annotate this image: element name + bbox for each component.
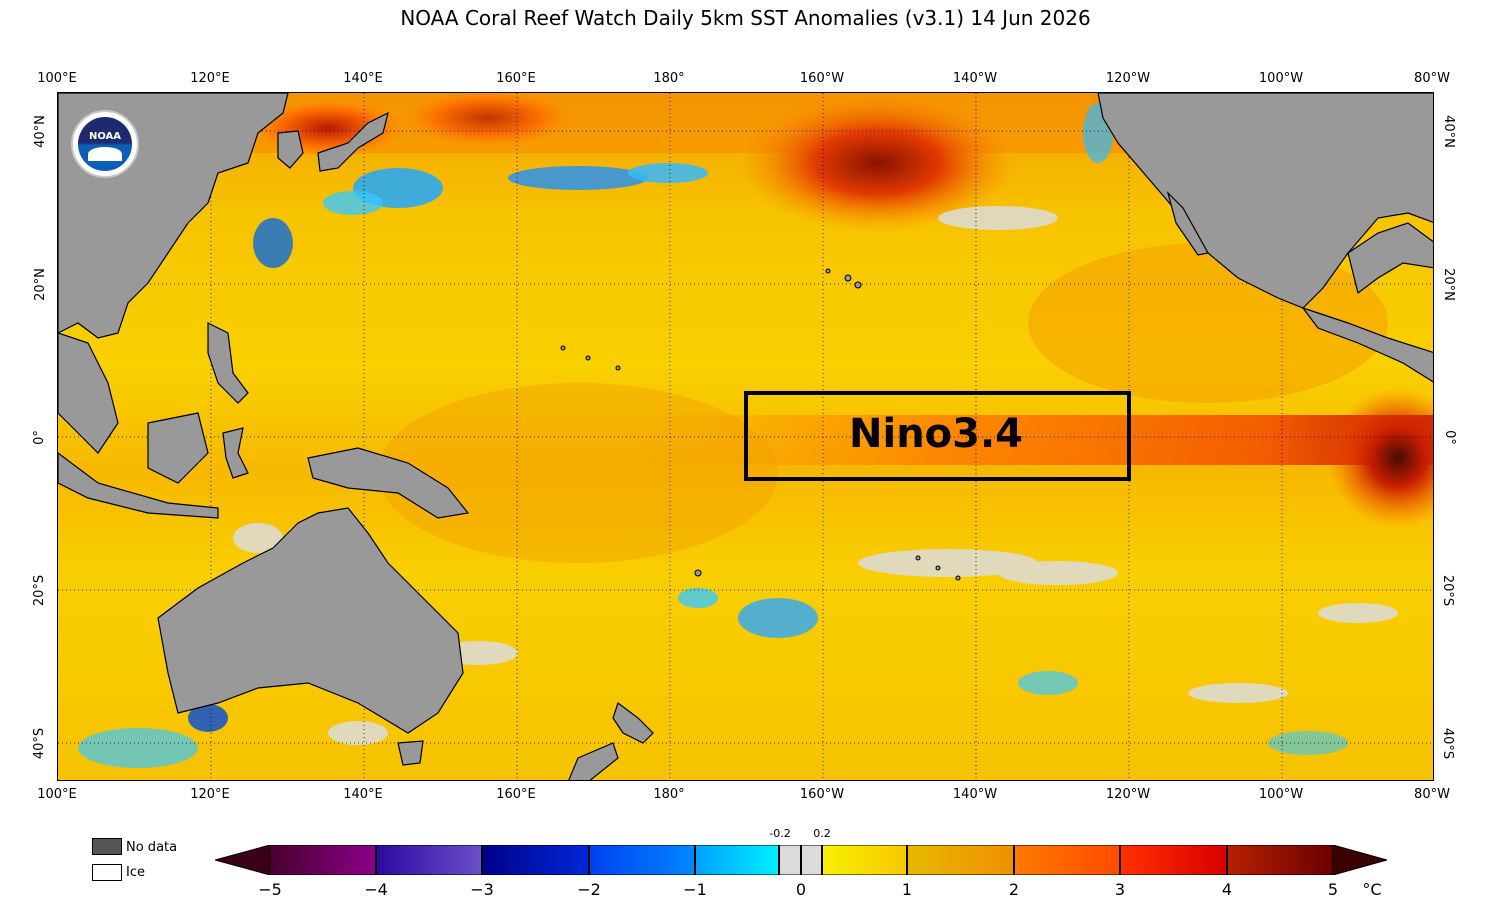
lon-label: 80°W — [1414, 71, 1450, 86]
lon-label: 180° — [653, 787, 685, 802]
lat-label: 20°N — [1440, 268, 1456, 301]
colorbar-tick: 0 — [795, 880, 807, 899]
north-pacific-hotspot — [738, 93, 1018, 233]
colorbar-small-label: -0.2 — [769, 827, 791, 840]
colorbar-tick: 2 — [1008, 880, 1020, 899]
nino34-label: Nino3.4 — [849, 411, 1024, 457]
lat-label: 40°N — [32, 115, 48, 148]
lon-label: 160°W — [799, 787, 845, 802]
north-america — [1097, 93, 1433, 309]
lon-label: 160°W — [799, 71, 845, 86]
sst-anomaly-map[interactable]: Nino3.4 NOAA — [57, 92, 1434, 781]
noaa-logo: NOAA — [71, 110, 139, 178]
lat-label: 40°S — [32, 727, 48, 760]
lon-label: 120°W — [1105, 71, 1151, 86]
ice-label: Ice — [126, 865, 145, 880]
lon-label: 100°E — [37, 71, 77, 86]
colorbar-unit: °C — [1362, 880, 1382, 899]
lat-label: 0° — [31, 430, 47, 445]
lon-label: 120°E — [190, 787, 230, 802]
pacific-islands — [560, 268, 961, 581]
eastern-pacific-hotspot — [1328, 388, 1433, 528]
lon-label: 80°W — [1414, 787, 1450, 802]
colorbar-min-extend — [213, 844, 271, 876]
lon-label: 140°W — [952, 71, 998, 86]
central-warm-patch — [378, 383, 778, 563]
lon-label: 140°E — [343, 787, 383, 802]
colorbar-tick: 3 — [1114, 880, 1126, 899]
no-data-label: No data — [126, 840, 178, 855]
seagull-icon — [88, 147, 122, 161]
lon-label: 160°E — [496, 71, 536, 86]
map-title: NOAA Coral Reef Watch Daily 5km SST Anom… — [400, 6, 1091, 30]
noaa-logo-text: NOAA — [88, 131, 122, 142]
colorbar-tick: 1 — [901, 880, 913, 899]
kuroshio-hotspot — [398, 93, 578, 148]
lon-label: 160°E — [496, 787, 536, 802]
lon-label: 140°W — [952, 787, 998, 802]
ice-swatch — [92, 864, 122, 881]
lon-label: 100°W — [1258, 71, 1304, 86]
colorbar-small-label: 0.2 — [813, 827, 831, 840]
colorbar-tick: −3 — [470, 880, 494, 899]
lon-label: 100°W — [1258, 787, 1304, 802]
colorbar-tick: −2 — [577, 880, 601, 899]
lat-label: 20°S — [1440, 574, 1456, 607]
lon-label: 140°E — [343, 71, 383, 86]
japan — [317, 111, 389, 172]
lat-label: 0° — [1441, 430, 1457, 445]
equatorial-warm-band — [618, 415, 1433, 465]
lon-label: 100°E — [37, 787, 77, 802]
new-zealand — [568, 742, 619, 780]
cool-anomaly-patches — [78, 103, 1348, 768]
lon-label: 180° — [653, 71, 685, 86]
nino34-box — [744, 391, 1131, 481]
colorbar-svg — [213, 844, 1389, 876]
neutral-anomaly-patches — [233, 206, 1398, 745]
lat-label: 20°S — [32, 574, 48, 607]
lat-label: 20°N — [32, 268, 48, 301]
lat-label: 40°S — [1440, 727, 1456, 760]
colorbar-tick: −1 — [683, 880, 707, 899]
new-guinea — [307, 447, 470, 519]
no-data-swatch — [92, 838, 122, 855]
colorbar-max-extend — [1332, 844, 1389, 876]
colorbar — [213, 844, 1389, 876]
australia — [157, 507, 464, 734]
colorbar-tick: 4 — [1221, 880, 1233, 899]
colorbar-tick: −5 — [258, 880, 282, 899]
lon-label: 120°E — [190, 71, 230, 86]
lon-label: 120°W — [1105, 787, 1151, 802]
colorbar-tick: 5 — [1327, 880, 1339, 899]
map-canvas — [58, 93, 1433, 780]
colorbar-tick: −4 — [364, 880, 388, 899]
lat-label: 40°N — [1440, 115, 1456, 148]
